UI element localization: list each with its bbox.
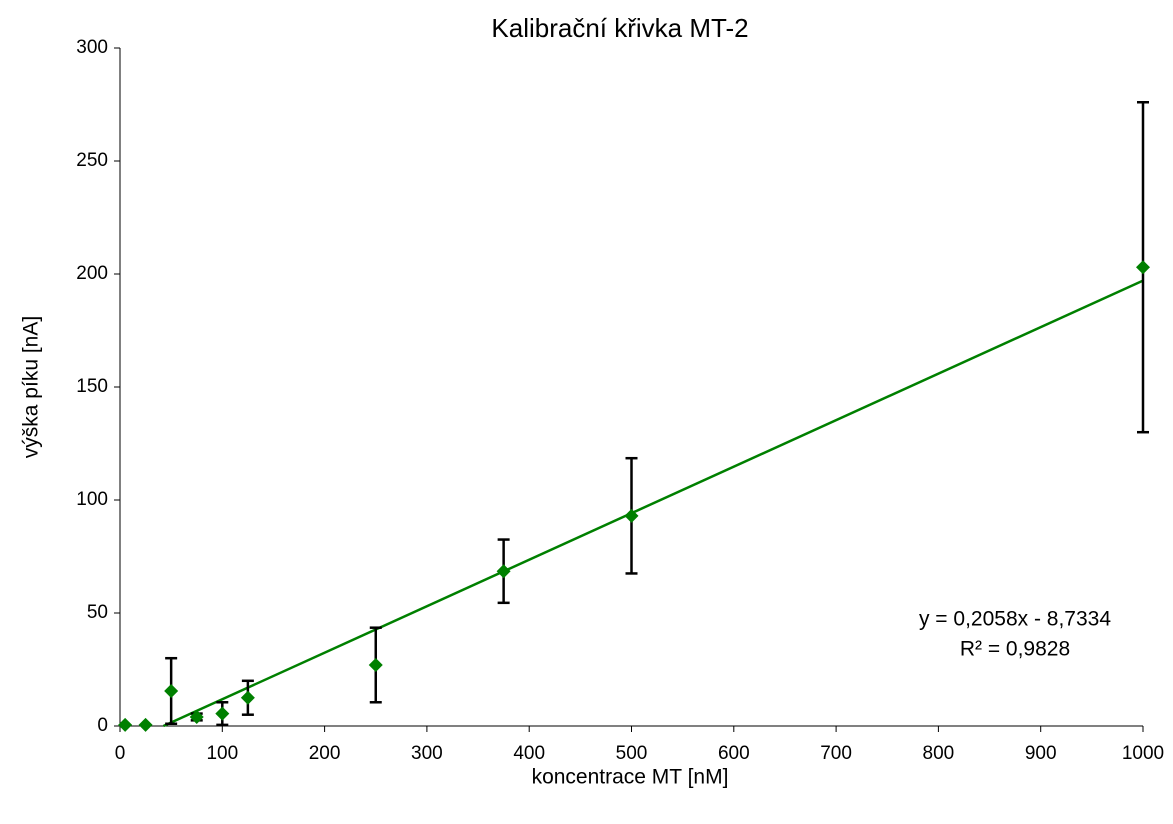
point: [624, 508, 639, 523]
point: [240, 690, 255, 705]
y-tick-label: 250: [76, 150, 108, 171]
y-tick-label: 300: [76, 37, 108, 58]
x-tick-label: 500: [616, 743, 648, 764]
y-tick-label: 50: [87, 602, 108, 623]
trend-line: [162, 279, 1144, 728]
x-axis-label: koncentrace MT [nM]: [532, 766, 729, 789]
x-tick-label: 700: [820, 743, 852, 764]
y-tick-label: 200: [76, 263, 108, 284]
point: [189, 709, 204, 724]
y-tick-label: 100: [76, 489, 108, 510]
point: [164, 683, 179, 698]
trend-r2: R² = 0,9828: [960, 638, 1070, 661]
point: [368, 657, 383, 672]
point: [215, 706, 230, 721]
x-tick-label: 900: [1025, 743, 1057, 764]
y-tick-label: 0: [97, 715, 108, 736]
chart-title: Kalibrační křivka MT-2: [491, 13, 748, 43]
x-tick-label: 400: [513, 743, 545, 764]
x-tick-label: 100: [206, 743, 238, 764]
y-tick-label: 150: [76, 376, 108, 397]
x-tick-label: 1000: [1122, 743, 1164, 764]
point: [496, 564, 511, 579]
x-tick-label: 300: [411, 743, 443, 764]
x-tick-label: 0: [115, 743, 126, 764]
x-tick-label: 800: [923, 743, 955, 764]
point: [138, 717, 153, 732]
x-tick-label: 200: [309, 743, 341, 764]
point: [1136, 260, 1150, 275]
point: [118, 717, 133, 732]
x-tick-label: 600: [718, 743, 750, 764]
trend-equation: y = 0,2058x - 8,7334: [919, 608, 1111, 631]
y-axis-label: výška píku [nA]: [20, 316, 43, 458]
